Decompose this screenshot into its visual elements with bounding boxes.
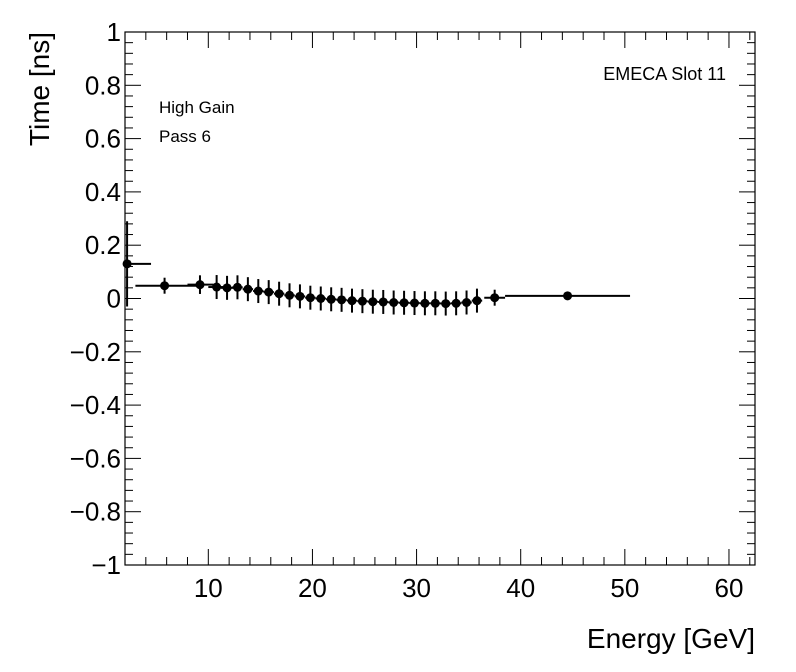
data-point (357, 289, 368, 314)
x-tick-label: 50 (610, 573, 639, 603)
x-tick-label: 30 (402, 573, 431, 603)
marker (195, 280, 205, 290)
marker (274, 289, 284, 299)
marker (212, 282, 222, 292)
y-tick-label: 0.8 (85, 70, 121, 100)
marker (305, 293, 315, 303)
data-point (471, 288, 483, 313)
annotation-pass: Pass 6 (159, 127, 211, 146)
y-tick-label: −1 (91, 550, 121, 580)
marker (122, 259, 132, 269)
marker (430, 298, 440, 308)
x-tick-label: 60 (715, 573, 744, 603)
marker (160, 281, 170, 291)
y-tick-label: −0.6 (70, 443, 121, 473)
data-point (294, 284, 306, 309)
marker (243, 284, 253, 294)
data-points (122, 221, 631, 316)
marker (295, 291, 305, 301)
marker (441, 299, 451, 309)
marker (472, 296, 482, 306)
x-tick-label: 10 (194, 573, 223, 603)
data-point (346, 288, 358, 313)
y-tick-label: 0.6 (85, 124, 121, 154)
data-point (430, 291, 441, 316)
data-point (450, 291, 462, 316)
data-point (378, 289, 389, 314)
data-point (305, 285, 316, 310)
y-tick-labels: −1 −0.8 −0.6 −0.4 −0.2 0 0.2 0.4 0.6 0.8 1 (70, 17, 121, 580)
data-point (398, 290, 410, 315)
y-tick-label: 1 (107, 17, 121, 47)
data-point (273, 281, 285, 306)
y-tick-label: 0.2 (85, 230, 121, 260)
marker (316, 294, 326, 303)
marker (462, 297, 472, 307)
data-point (388, 290, 399, 315)
y-tick-label: 0 (107, 284, 121, 314)
data-point (336, 287, 347, 312)
data-point (440, 291, 451, 316)
data-point (315, 286, 326, 311)
marker (285, 290, 295, 300)
y-axis-title: Time [ns] (24, 32, 55, 146)
marker (399, 298, 409, 308)
data-point (135, 277, 198, 294)
data-point (232, 275, 243, 300)
marker (222, 283, 232, 293)
data-point (505, 291, 631, 301)
data-point (367, 289, 379, 314)
marker (347, 296, 357, 306)
marker (389, 297, 399, 307)
marker (253, 286, 263, 296)
marker (264, 287, 274, 297)
marker (232, 282, 242, 292)
data-point (284, 283, 295, 308)
data-point (187, 275, 214, 294)
data-point (461, 290, 472, 315)
y-tick-label: −0.2 (70, 337, 121, 367)
data-point (242, 277, 254, 302)
data-point (409, 291, 420, 316)
data-point (484, 289, 506, 306)
x-tick-labels: 10 20 30 40 50 60 (194, 573, 744, 603)
data-point (122, 221, 152, 307)
marker (357, 296, 367, 306)
x-axis-title: Energy [GeV] (587, 623, 755, 654)
marker (326, 294, 336, 304)
y-tick-label: 0.4 (85, 177, 121, 207)
data-point (419, 291, 431, 316)
y-tick-label: −0.8 (70, 497, 121, 527)
x-tick-label: 20 (298, 573, 327, 603)
marker (420, 298, 430, 308)
y-tick-label: −0.4 (70, 390, 121, 420)
marker (451, 298, 461, 308)
annotation-slot: EMECA Slot 11 (603, 64, 726, 84)
marker (378, 297, 388, 307)
annotation-gain: High Gain (159, 98, 235, 117)
marker (409, 298, 419, 308)
data-point (325, 287, 337, 312)
data-point (263, 280, 274, 305)
marker (563, 291, 573, 301)
marker (490, 293, 500, 303)
data-point (253, 279, 264, 304)
marker (337, 295, 347, 305)
x-tick-label: 40 (506, 573, 535, 603)
marker (368, 297, 378, 307)
data-point (220, 275, 235, 300)
